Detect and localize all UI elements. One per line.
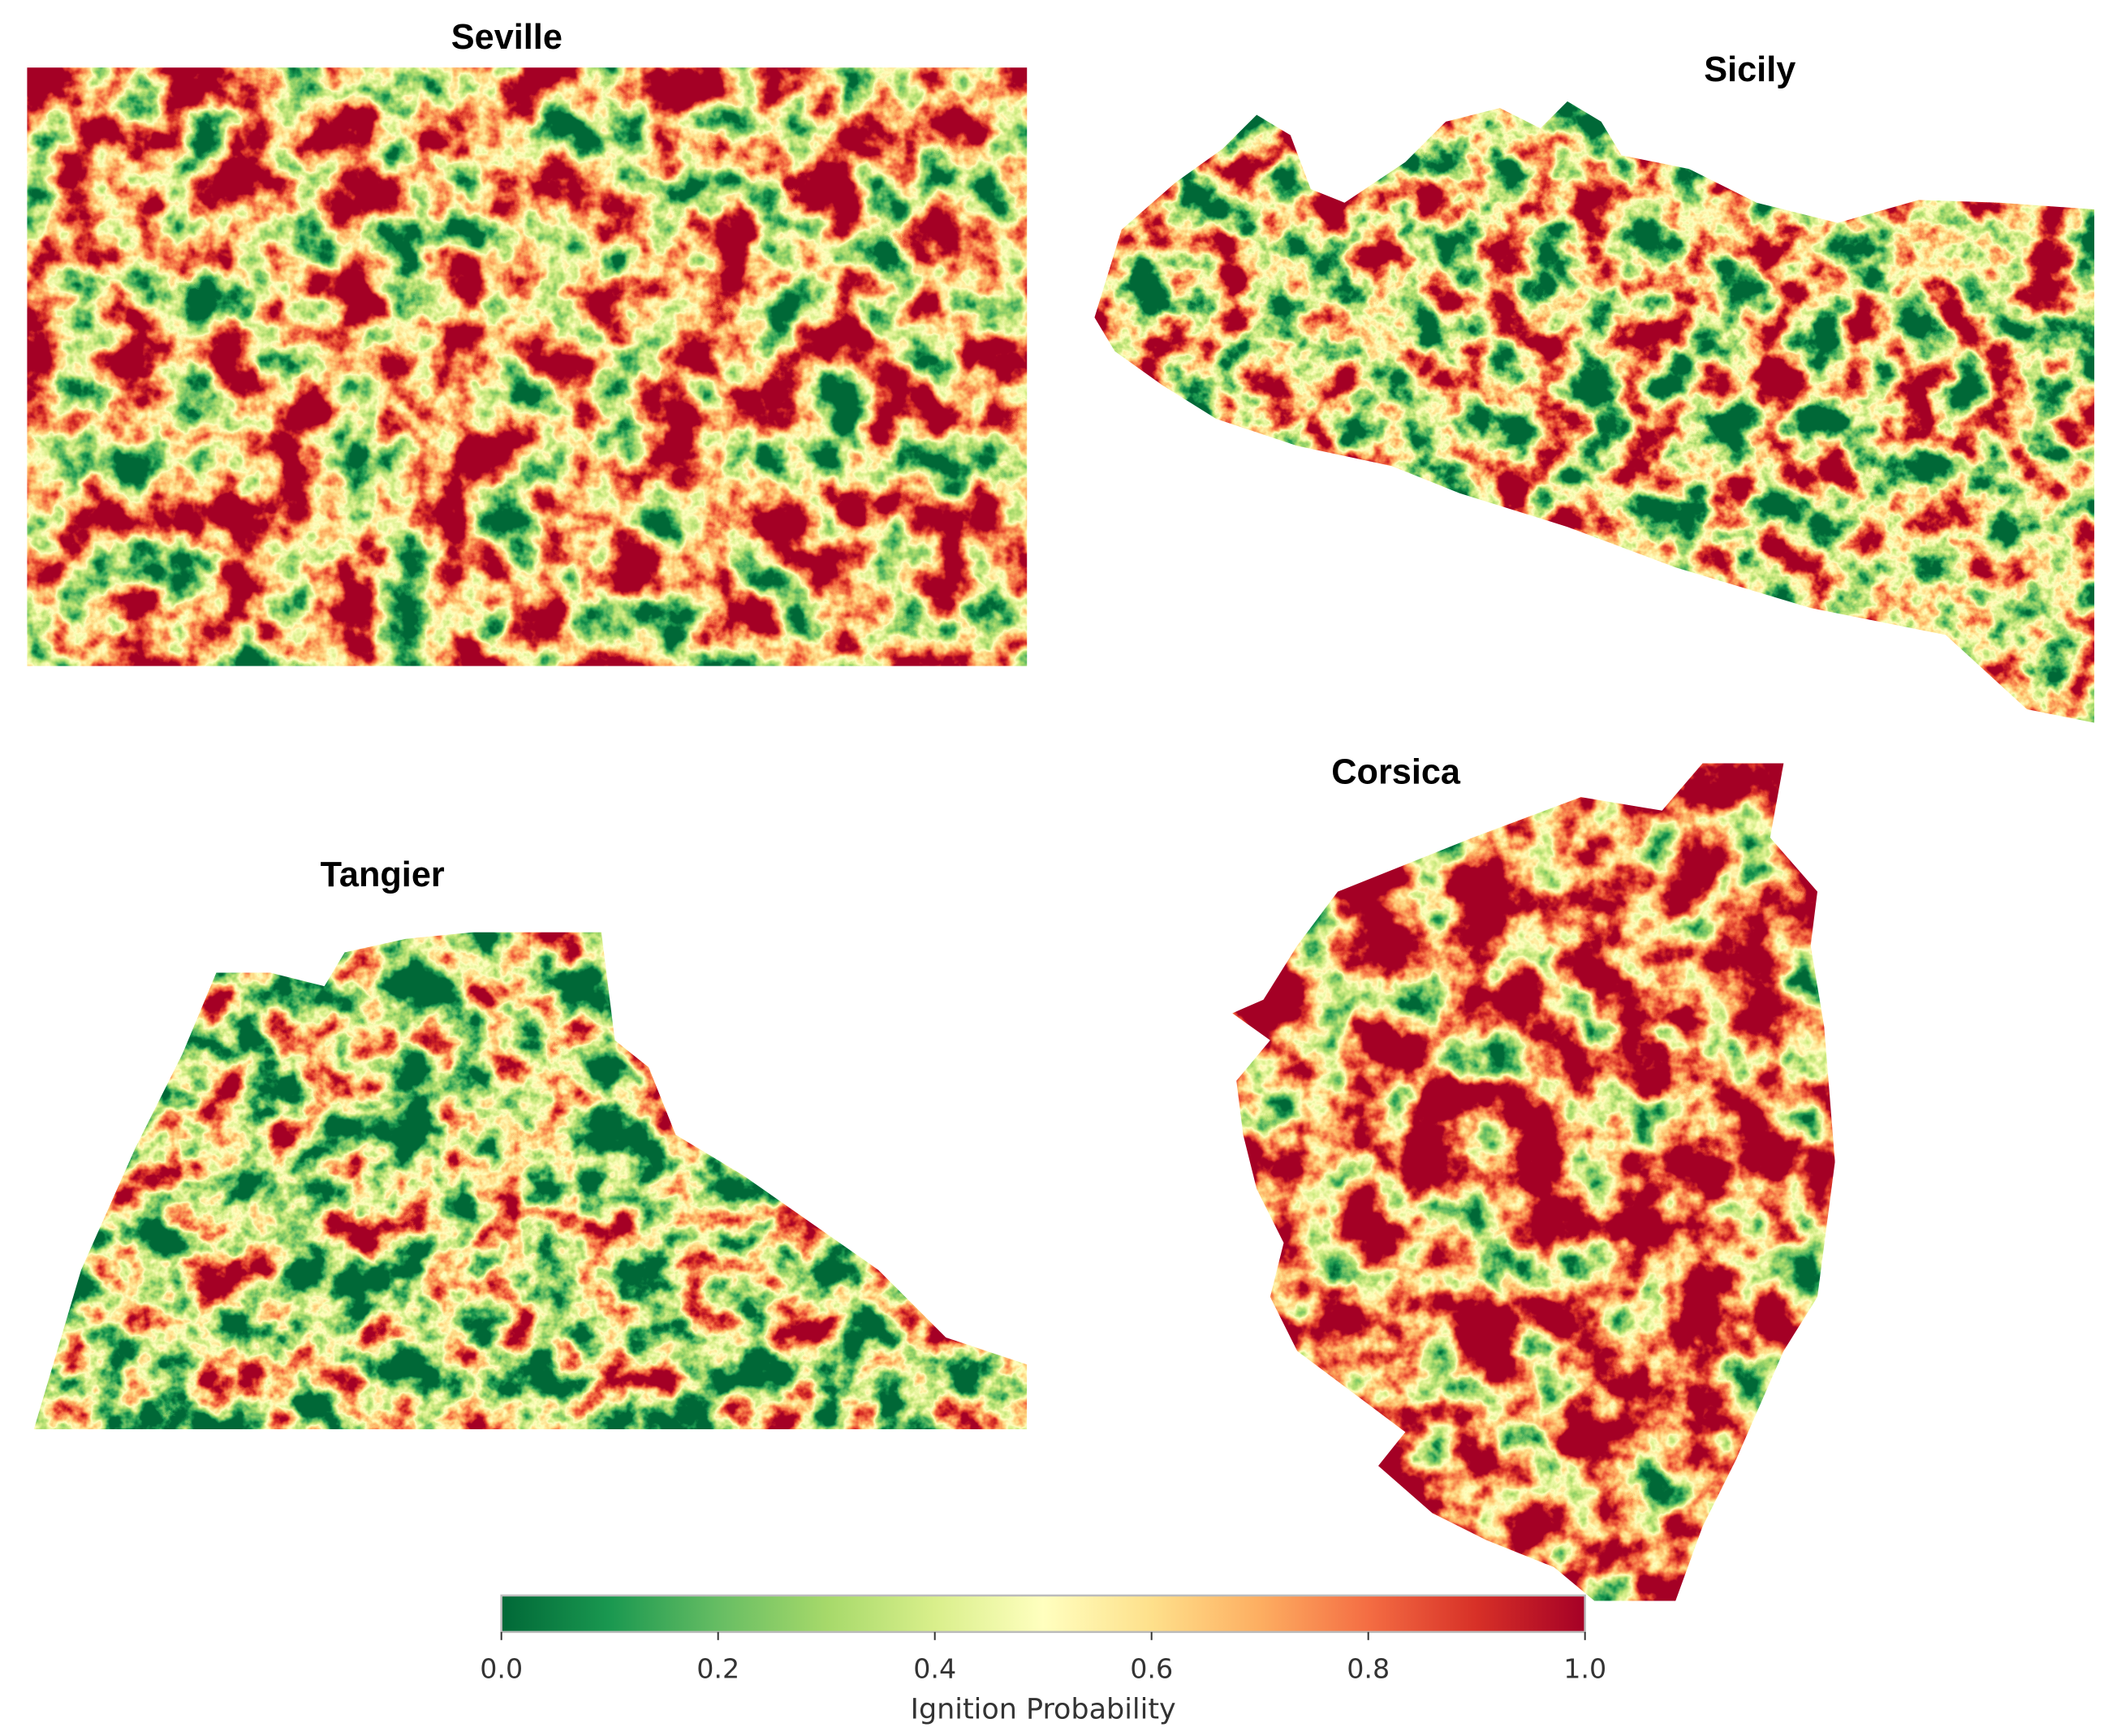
tick-label: 0.0 — [480, 1652, 523, 1684]
map-raster — [33, 932, 1028, 1430]
tick-label: 0.2 — [696, 1652, 739, 1684]
tick-label: 0.4 — [913, 1652, 956, 1684]
panel-title: Corsica — [1331, 752, 1461, 791]
map-raster — [1232, 763, 1835, 1601]
colorbar — [500, 1594, 1586, 1634]
panel-title: Sicily — [1704, 50, 1795, 89]
panel-title: Tangier — [321, 855, 445, 894]
maps — [27, 67, 2095, 1601]
tick-label: 1.0 — [1563, 1652, 1606, 1684]
map-raster — [1094, 101, 2095, 723]
map-raster — [27, 67, 1028, 666]
colorbar-ticks: 0.0 0.2 0.4 0.6 0.8 1.0 — [480, 1631, 1606, 1684]
tick-label: 0.6 — [1130, 1652, 1173, 1684]
colorbar-label: Ignition Probability — [911, 1693, 1176, 1725]
panel-title: Seville — [451, 18, 563, 57]
tick-label: 0.8 — [1347, 1652, 1390, 1684]
